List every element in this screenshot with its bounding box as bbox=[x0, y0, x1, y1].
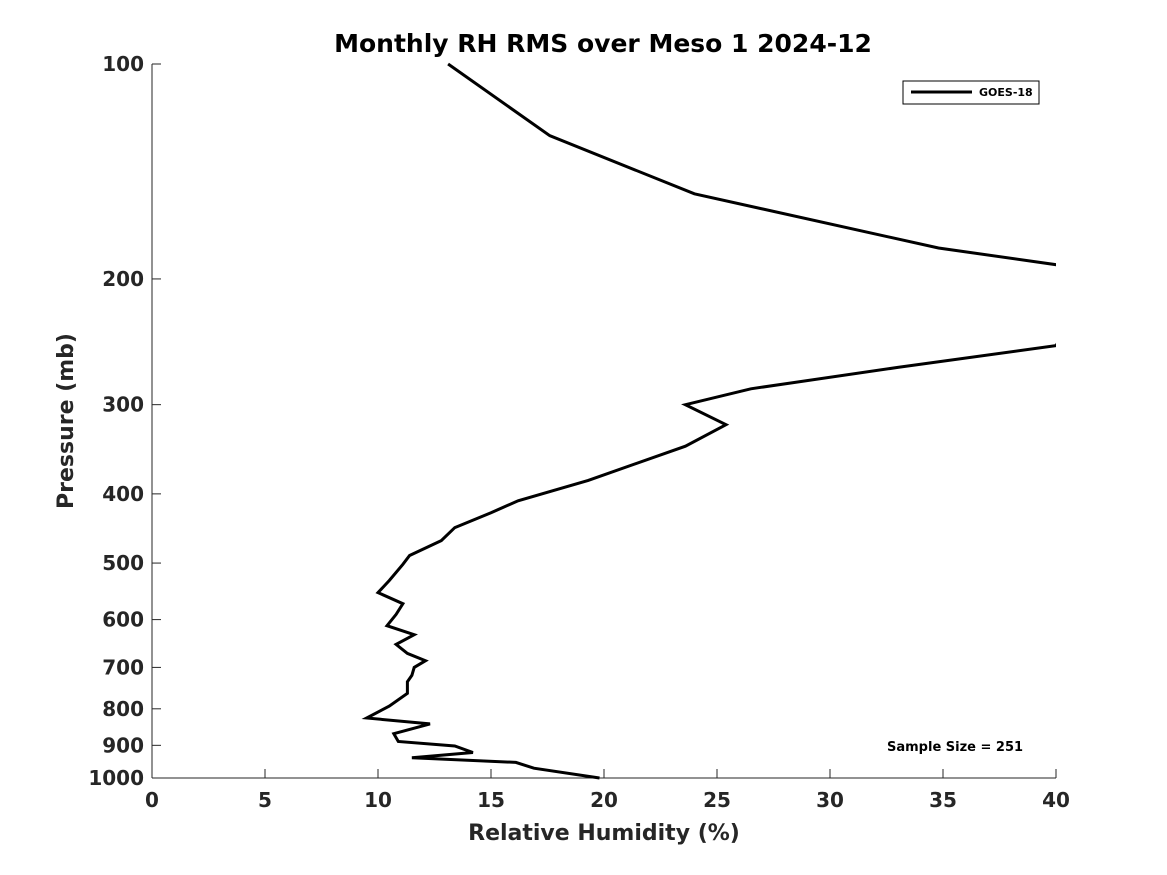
x-tick-label: 5 bbox=[258, 788, 272, 812]
y-tick-label: 200 bbox=[102, 267, 144, 291]
series-group bbox=[361, 62, 1056, 780]
x-axis-label: Relative Humidity (%) bbox=[468, 821, 740, 846]
chart-title: Monthly RH RMS over Meso 1 2024-12 bbox=[334, 29, 872, 58]
y-tick-label: 500 bbox=[102, 551, 144, 575]
y-tick-label: 300 bbox=[102, 393, 144, 417]
series-line-goes-18 bbox=[361, 62, 1056, 780]
x-tick-label: 30 bbox=[816, 788, 844, 812]
sample-size-annotation: Sample Size = 251 bbox=[887, 740, 1023, 755]
legend-label-goes-18: GOES-18 bbox=[979, 86, 1033, 99]
x-tick-label: 15 bbox=[477, 788, 505, 812]
y-tick-label: 400 bbox=[102, 482, 144, 506]
x-ticks: 0 5 10 15 20 25 30 35 40 bbox=[145, 769, 1070, 812]
y-tick-label: 100 bbox=[102, 52, 144, 76]
y-tick-label: 800 bbox=[102, 697, 144, 721]
x-tick-label: 35 bbox=[929, 788, 957, 812]
y-tick-label: 600 bbox=[102, 608, 144, 632]
x-tick-label: 40 bbox=[1042, 788, 1070, 812]
x-tick-label: 25 bbox=[703, 788, 731, 812]
y-tick-label: 900 bbox=[102, 733, 144, 757]
x-tick-label: 0 bbox=[145, 788, 159, 812]
y-axis-label: Pressure (mb) bbox=[54, 333, 79, 509]
plot-area: 0 5 10 15 20 25 30 35 40 100 200 300 400 500 600 700 80… bbox=[88, 52, 1070, 812]
x-tick-label: 10 bbox=[364, 788, 392, 812]
y-ticks: 100 200 300 400 500 600 700 800 900 1000 bbox=[88, 52, 161, 790]
x-tick-label: 20 bbox=[590, 788, 618, 812]
legend: GOES-18 bbox=[902, 80, 1040, 105]
y-tick-label: 700 bbox=[102, 655, 144, 679]
y-tick-label: 1000 bbox=[88, 766, 144, 790]
